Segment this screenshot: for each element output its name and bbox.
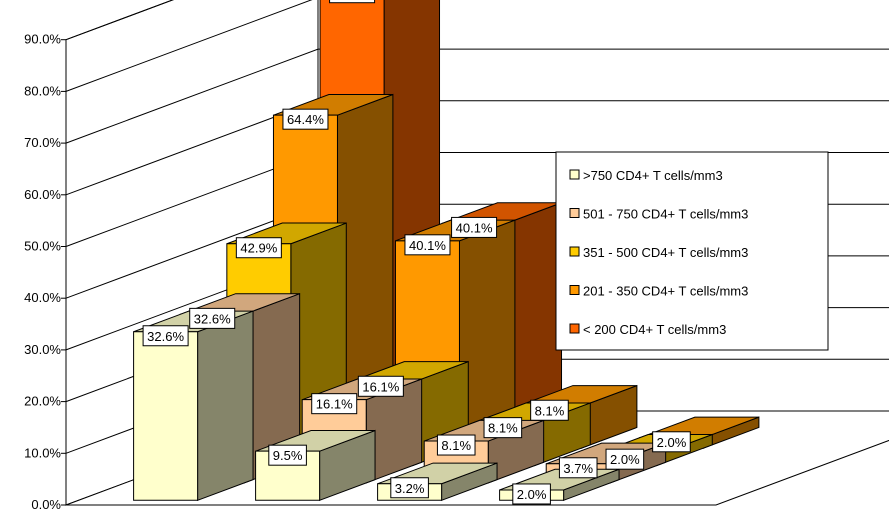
- data-label-text: 2.0%: [517, 487, 547, 502]
- y-tick-label: 60.0%: [24, 187, 61, 202]
- data-label: 2.0%: [605, 448, 645, 470]
- data-label-box: [282, 108, 329, 130]
- legend-label: < 200 CD4+ T cells/mm3: [583, 322, 726, 337]
- data-label: 32.6%: [189, 307, 236, 329]
- data-label: 16.1%: [357, 375, 404, 397]
- bar-front: [133, 331, 199, 501]
- legend-entry: >750 CD4+ T cells/mm3: [569, 168, 723, 183]
- y-tick-label: 90.0%: [24, 32, 61, 47]
- legend-swatch: [569, 246, 580, 257]
- legend-label: 501 - 750 CD4+ T cells/mm3: [583, 207, 748, 222]
- data-label-text: 85.5%: [334, 0, 371, 1]
- legend: >750 CD4+ T cells/mm3 501 - 750 CD4+ T ce…: [555, 151, 829, 351]
- data-label: 3.7%: [558, 457, 598, 479]
- data-label-box: [652, 431, 691, 453]
- data-label: 3.2%: [390, 477, 429, 499]
- legend-swatch: [569, 169, 580, 180]
- y-tick-label: 20.0%: [24, 394, 61, 409]
- data-label: 85.5%: [329, 0, 376, 4]
- data-label-text: 32.6%: [194, 311, 231, 326]
- data-label: 40.1%: [451, 216, 498, 238]
- legend-label: 351 - 500 CD4+ T cells/mm3: [583, 245, 748, 260]
- data-label-text: 2.0%: [657, 435, 687, 450]
- legend-entry: 201 - 350 CD4+ T cells/mm3: [569, 284, 748, 299]
- data-label-box: [605, 448, 645, 470]
- data-label-text: 8.1%: [441, 438, 471, 453]
- data-label-box: [436, 434, 476, 456]
- data-label: 2.0%: [512, 483, 551, 505]
- data-label: 42.9%: [235, 237, 282, 259]
- data-label: 16.1%: [311, 393, 358, 415]
- y-tick-label: 40.0%: [24, 290, 61, 305]
- gridline: [65, 48, 889, 144]
- data-label-text: 32.6%: [147, 329, 184, 344]
- y-tick-label: 10.0%: [24, 445, 61, 460]
- data-label-text: 16.1%: [316, 397, 353, 412]
- y-tick-label: 80.0%: [24, 83, 61, 98]
- data-label-text: 64.4%: [287, 112, 324, 127]
- data-label: 9.5%: [268, 444, 307, 466]
- data-label-text: 8.1%: [488, 421, 518, 436]
- gridline: [65, 0, 313, 92]
- data-label-box: [530, 399, 569, 421]
- data-label-box: [189, 307, 236, 329]
- gridline: [65, 0, 174, 41]
- data-label-text: 3.2%: [395, 481, 425, 496]
- data-label-box: [235, 237, 282, 259]
- data-label-box: [142, 325, 189, 347]
- data-label-box: [268, 444, 307, 466]
- data-label-box: [512, 483, 551, 505]
- data-label-text: 9.5%: [273, 448, 303, 463]
- data-label-box: [390, 477, 429, 499]
- data-labels: 40.1% 85.5% 2.0% 8.1% 40.1% 64.4% 2.0% 8.1% 16.1…: [142, 0, 691, 505]
- y-tick-label: 50.0%: [24, 239, 61, 254]
- data-label: 64.4%: [282, 108, 329, 130]
- data-label-text: 2.0%: [610, 452, 640, 467]
- legend-entry: 351 - 500 CD4+ T cells/mm3: [569, 245, 748, 260]
- data-label-text: 40.1%: [409, 238, 446, 253]
- y-tick-label: 0.0%: [31, 497, 61, 512]
- data-label-text: 3.7%: [563, 461, 593, 476]
- y-tick-label: 70.0%: [24, 135, 61, 150]
- legend-swatch: [569, 323, 580, 334]
- data-label: 40.1%: [404, 234, 451, 256]
- legend-box: [555, 151, 829, 351]
- data-label-box: [558, 457, 598, 479]
- data-label-box: [329, 0, 376, 4]
- legend-label: >750 CD4+ T cells/mm3: [583, 168, 723, 183]
- data-label-text: 42.9%: [240, 241, 277, 256]
- y-axis: 0.0% 10.0% 20.0% 30.0% 40.0% 50.0% 60.0% 70.0% 8…: [24, 32, 67, 512]
- data-label: 8.1%: [436, 434, 476, 456]
- data-label-box: [357, 375, 404, 397]
- legend-entry: < 200 CD4+ T cells/mm3: [569, 322, 726, 337]
- y-tick-label: 30.0%: [24, 342, 61, 357]
- data-label-text: 40.1%: [456, 220, 493, 235]
- data-label-text: 16.1%: [362, 379, 399, 394]
- data-label: 8.1%: [483, 417, 523, 439]
- data-label-box: [311, 393, 358, 415]
- data-label: 8.1%: [530, 399, 569, 421]
- legend-swatch: [569, 285, 580, 295]
- bar-side: [197, 310, 254, 502]
- legend-swatch: [569, 208, 580, 218]
- data-label-box: [483, 417, 523, 439]
- legend-label: 201 - 350 CD4+ T cells/mm3: [583, 284, 748, 299]
- legend-entry: 501 - 750 CD4+ T cells/mm3: [569, 207, 748, 222]
- data-label-box: [404, 234, 451, 256]
- data-label: 2.0%: [652, 431, 691, 453]
- data-label: 32.6%: [142, 325, 189, 347]
- data-label-box: [451, 216, 498, 238]
- data-label-text: 8.1%: [535, 403, 565, 418]
